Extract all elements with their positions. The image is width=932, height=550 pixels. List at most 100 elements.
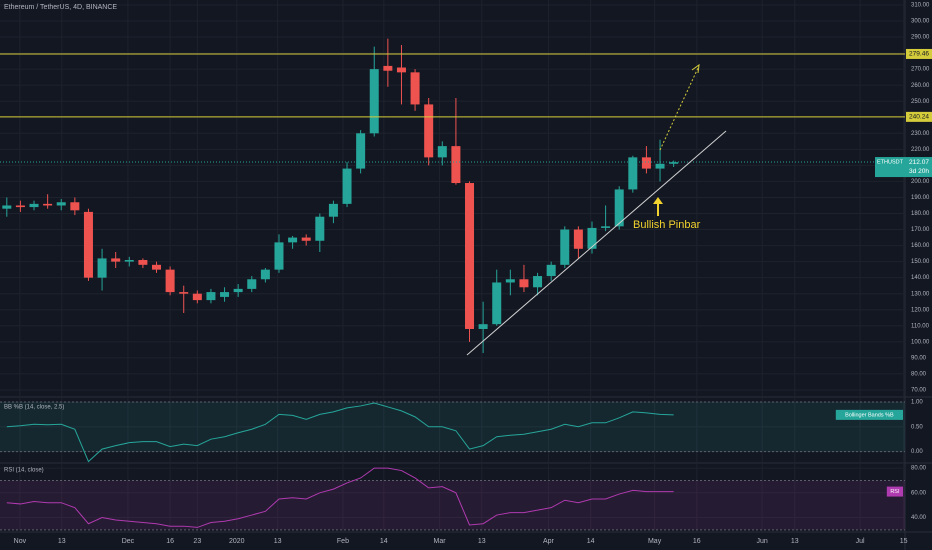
x-tick-label: May [648, 538, 662, 545]
candle-body [383, 65, 393, 71]
candle-body [15, 205, 25, 208]
y-tick-label: 170.00 [911, 227, 930, 233]
candle-body [70, 202, 80, 211]
y-tick-label: 80.00 [911, 466, 927, 472]
candle-body [83, 211, 93, 278]
y-tick-label: 60.00 [911, 490, 927, 496]
legend-box [886, 486, 903, 497]
x-tick-label: 13 [58, 538, 66, 545]
countdown-label: 3d 20h [909, 168, 929, 175]
x-tick-label: Feb [337, 538, 349, 545]
candle-body [124, 260, 134, 262]
y-tick-label: 1.00 [911, 400, 923, 406]
candle-body [56, 202, 66, 206]
indicator-band [0, 480, 905, 530]
y-tick-label: 220.00 [911, 147, 930, 153]
y-tick-label: 70.00 [911, 388, 927, 394]
candle-body [138, 260, 148, 265]
candle-body [451, 146, 461, 184]
y-tick-label: 110.00 [911, 323, 930, 329]
indicator-title: BB %B (14, close, 2.5) [4, 405, 64, 411]
projection-arrow [659, 67, 699, 151]
candle-body [492, 282, 502, 325]
candle-body [43, 203, 53, 206]
candle-body [533, 276, 543, 288]
y-tick-label: 90.00 [911, 355, 927, 361]
candle-body [165, 269, 175, 293]
legend-label: Bollinger Bands %B [845, 412, 894, 418]
x-tick-label: 14 [380, 538, 388, 545]
y-tick-label: 180.00 [911, 211, 930, 217]
y-tick-label: 270.00 [911, 67, 930, 73]
level-label-box [906, 111, 932, 122]
x-tick-label: 14 [587, 538, 595, 545]
marks [0, 38, 905, 528]
y-tick-label: 80.00 [911, 371, 927, 377]
x-tick-label: Dec [122, 538, 135, 545]
candle-body [220, 292, 230, 297]
y-tick-label: 140.00 [911, 275, 930, 281]
x-tick-label: 15 [900, 538, 908, 545]
legend-box [835, 409, 903, 420]
y-tick-label: 300.00 [911, 19, 930, 25]
candle-body [573, 229, 583, 249]
candle-body [356, 133, 366, 169]
indicator-line [6, 467, 674, 528]
candle-body [274, 242, 284, 270]
y-tick-label: 100.00 [911, 339, 930, 345]
candle-body [2, 205, 12, 209]
candle-body [97, 258, 107, 278]
candle-body [301, 237, 311, 241]
annotation: Bullish Pinbar [633, 219, 701, 231]
chart-title: Ethereum / TetherUS, 4D, BINANCE [4, 4, 117, 11]
y-tick-label: 250.00 [911, 99, 930, 105]
x-tick-label: 13 [274, 538, 282, 545]
x-tick-label: 16 [693, 538, 701, 545]
x-tick-label: Nov [14, 538, 27, 545]
x-tick-label: 23 [193, 538, 201, 545]
candle-body [410, 72, 420, 105]
candle-body [396, 67, 406, 73]
projection-arrow-head [691, 63, 700, 74]
indicator-title: RSI (14, close) [4, 468, 44, 474]
candle-body [260, 269, 270, 280]
candle-body [206, 292, 216, 301]
candle-body [614, 189, 624, 227]
x-tick-label: Jul [856, 538, 865, 545]
candle-body [560, 229, 570, 265]
candle-body [546, 264, 556, 277]
y-tick-label: 40.00 [911, 515, 927, 521]
candle-body [29, 203, 39, 208]
y-tick-label: 190.00 [911, 195, 930, 201]
candle-body [342, 168, 352, 204]
legend-label: RSI [890, 489, 900, 495]
candle-body [247, 279, 257, 289]
candle-body [641, 157, 651, 169]
x-tick-label: 2020 [229, 538, 245, 545]
candle-body [315, 216, 325, 241]
indicator-line [6, 402, 674, 463]
x-tick-label: Mar [434, 538, 447, 545]
y-tick-label: 120.00 [911, 307, 930, 313]
candle-body [519, 279, 529, 288]
candle-body [328, 203, 338, 217]
candle-body [655, 163, 665, 169]
candle-body [288, 237, 298, 243]
y-tick-label: 160.00 [911, 243, 930, 249]
x-tick-label: 13 [478, 538, 486, 545]
candle-body [233, 288, 243, 293]
y-tick-label: 0.50 [911, 424, 923, 430]
y-tick-label: 130.00 [911, 291, 930, 297]
candle-body [369, 69, 379, 134]
y-tick-label: 0.00 [911, 449, 923, 455]
candle-body [669, 162, 679, 164]
x-tick-label: 16 [166, 538, 174, 545]
indicator-band [0, 401, 905, 452]
candle-body [111, 258, 121, 262]
candle-body [152, 264, 162, 270]
last-price-label: 212.07 [909, 159, 929, 166]
level-label: 279.46 [909, 51, 929, 58]
y-tick-label: 290.00 [911, 35, 930, 41]
